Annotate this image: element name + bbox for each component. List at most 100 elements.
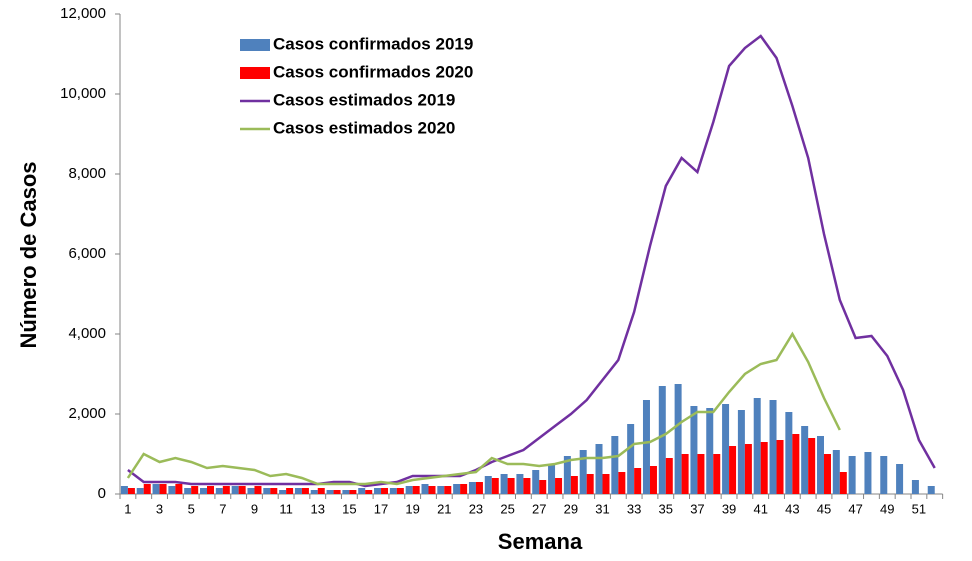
bar xyxy=(294,488,302,494)
bar xyxy=(722,404,730,494)
bar xyxy=(247,488,255,494)
bar xyxy=(143,484,151,494)
bar xyxy=(484,476,492,494)
legend-label: Casos estimados 2019 xyxy=(273,90,455,109)
bar xyxy=(753,398,761,494)
bar xyxy=(374,488,382,494)
bar xyxy=(563,456,571,494)
x-tick-label: 45 xyxy=(817,501,831,516)
bar xyxy=(658,386,666,494)
bar xyxy=(437,486,445,494)
bar xyxy=(254,486,262,494)
line xyxy=(126,331,841,486)
bar xyxy=(136,488,144,494)
x-tick-label: 3 xyxy=(156,501,163,516)
bar xyxy=(539,480,547,494)
bar xyxy=(152,484,160,494)
bar xyxy=(706,408,714,494)
x-tick-label: 9 xyxy=(251,501,258,516)
bar xyxy=(602,474,610,494)
bar xyxy=(207,486,215,494)
bar xyxy=(880,456,888,494)
bar xyxy=(460,484,468,494)
bar xyxy=(421,484,429,494)
legend-label: Casos confirmados 2020 xyxy=(273,62,473,81)
x-tick-label: 35 xyxy=(659,501,673,516)
bar xyxy=(570,476,578,494)
bar xyxy=(222,486,230,494)
bar xyxy=(507,478,515,494)
bar xyxy=(412,486,420,494)
legend-label: Casos estimados 2020 xyxy=(273,118,455,137)
x-axis-label: Semana xyxy=(498,529,583,554)
bar xyxy=(491,478,499,494)
x-tick-label: 13 xyxy=(311,501,325,516)
bar xyxy=(785,412,793,494)
bar xyxy=(532,470,540,494)
x-tick-label: 49 xyxy=(880,501,894,516)
bar xyxy=(627,424,635,494)
bar xyxy=(744,444,752,494)
bar xyxy=(270,488,278,494)
line xyxy=(127,34,936,488)
x-tick-label: 1 xyxy=(124,501,131,516)
bar xyxy=(191,486,199,494)
bar xyxy=(310,490,318,494)
bar xyxy=(159,484,167,494)
x-tick-label: 19 xyxy=(405,501,419,516)
bar xyxy=(832,450,840,494)
bar xyxy=(839,472,847,494)
bar xyxy=(760,442,768,494)
bar xyxy=(238,486,246,494)
bar xyxy=(381,488,389,494)
x-tick-label: 11 xyxy=(279,501,293,516)
x-tick-label: 25 xyxy=(500,501,514,516)
y-tick-label: 6,000 xyxy=(68,245,106,262)
x-tick-label: 7 xyxy=(219,501,226,516)
bar xyxy=(342,490,350,494)
bar xyxy=(389,488,397,494)
bar xyxy=(801,426,809,494)
bar xyxy=(333,490,341,494)
bar xyxy=(776,440,784,494)
bar xyxy=(475,482,483,494)
bar xyxy=(665,458,673,494)
x-tick-label: 47 xyxy=(848,501,862,516)
bar xyxy=(317,488,325,494)
legend-swatch xyxy=(240,39,270,51)
x-tick-label: 15 xyxy=(342,501,356,516)
bar xyxy=(555,478,563,494)
x-tick-label: 41 xyxy=(753,501,767,516)
x-tick-label: 33 xyxy=(627,501,641,516)
bar xyxy=(586,474,594,494)
y-axis-label: Número de Casos xyxy=(16,161,41,348)
x-tick-label: 21 xyxy=(437,501,451,516)
bar xyxy=(595,444,603,494)
bar xyxy=(286,488,294,494)
y-tick-label: 10,000 xyxy=(60,85,106,102)
bar xyxy=(642,400,650,494)
bar xyxy=(634,468,642,494)
bar xyxy=(816,436,824,494)
bar xyxy=(690,406,698,494)
bar xyxy=(523,478,531,494)
y-tick-label: 12,000 xyxy=(60,5,106,22)
bar xyxy=(168,486,176,494)
y-tick-label: 4,000 xyxy=(68,325,106,342)
bar xyxy=(848,456,856,494)
bar xyxy=(618,472,626,494)
bar xyxy=(405,486,413,494)
x-tick-label: 5 xyxy=(188,501,195,516)
bar xyxy=(358,488,366,494)
y-tick-label: 0 xyxy=(98,485,106,502)
bar xyxy=(729,446,737,494)
bar xyxy=(927,486,935,494)
bar xyxy=(792,434,800,494)
bar xyxy=(737,410,745,494)
x-tick-label: 17 xyxy=(374,501,388,516)
bar xyxy=(823,454,831,494)
bar xyxy=(500,474,508,494)
bar xyxy=(611,436,619,494)
bar xyxy=(365,490,373,494)
bar xyxy=(396,488,404,494)
